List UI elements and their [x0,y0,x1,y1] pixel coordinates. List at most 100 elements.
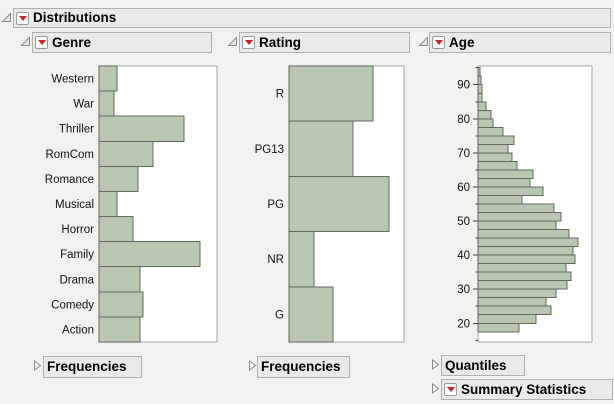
distributions-red-triangle-menu-icon[interactable] [16,11,29,25]
category-label: G [275,309,284,321]
bin-50[interactable] [477,212,562,222]
bar-Horror[interactable] [98,216,134,243]
bin-27.5[interactable] [477,288,557,299]
bar-PG13[interactable] [288,120,354,177]
category-label: Drama [59,274,94,286]
genre-frequencies-label: Frequencies [47,359,127,375]
category-label: Thriller [59,124,94,136]
category-label: War [73,99,94,111]
category-label: Comedy [51,299,94,311]
category-label: Action [62,324,94,336]
bin-60[interactable] [477,177,531,188]
distributions-disclosure-open-icon[interactable] [1,12,12,23]
bar-War[interactable] [98,90,115,117]
axis-tick-label: 80 [457,114,470,126]
bar-Thriller[interactable] [98,115,185,142]
bin-30[interactable] [477,280,568,290]
genre-disclosure-open-icon[interactable] [20,36,31,47]
category-label: Family [60,249,94,261]
age-red-triangle-menu-icon[interactable] [432,36,445,49]
bar-Comedy[interactable] [98,291,144,318]
bar-R[interactable] [288,65,374,122]
summary-statistics-red-triangle-menu-icon[interactable] [444,383,457,396]
bin-85[interactable] [477,92,483,103]
bar-Action[interactable] [98,316,141,343]
bin-45[interactable] [477,229,570,239]
bar-Musical[interactable] [98,190,118,218]
bin-82.5[interactable] [477,101,487,111]
bin-52.5[interactable] [477,203,555,214]
bar-Romance[interactable] [98,165,139,192]
axis-tick-label: 50 [457,216,470,228]
bin-57.5[interactable] [477,186,544,196]
bin-72.5[interactable] [477,135,515,145]
summary-statistics-header[interactable]: Summary Statistics [441,379,613,400]
bar-Family[interactable] [98,241,201,268]
genre-red-triangle-menu-icon[interactable] [35,36,48,49]
bar-Drama[interactable] [98,266,141,293]
rating-red-triangle-menu-icon[interactable] [242,36,255,49]
bin-77.5[interactable] [477,118,494,128]
genre-frequencies-disclosure-closed-icon[interactable] [32,360,43,371]
bin-90[interactable] [477,75,482,86]
bin-70[interactable] [477,143,509,154]
category-label: Musical [55,199,94,211]
category-label: RomCom [45,149,94,161]
bar-RomCom[interactable] [98,140,154,167]
category-label: Romance [45,174,94,186]
rating-disclosure-open-icon[interactable] [227,36,238,47]
bin-67.5[interactable] [477,152,513,162]
bin-80[interactable] [477,109,492,120]
summary-statistics-disclosure-closed-icon[interactable] [430,383,441,394]
rating-header-bar: Rating [239,32,410,53]
genre-frequencies-header[interactable]: Frequencies [43,356,142,378]
distributions-header-bar: Distributions [13,8,611,28]
axis-tick-label: 90 [457,80,470,92]
quantiles-header[interactable]: Quantiles [441,355,525,376]
bin-55[interactable] [477,194,523,205]
bin-65[interactable] [477,160,518,171]
bar-PG[interactable] [288,175,390,233]
distributions-title: Distributions [33,10,117,26]
axis-tick-label: 60 [457,182,470,194]
bin-47.5[interactable] [477,220,557,231]
age-header-bar: Age [429,32,611,53]
axis-tick-label: 20 [457,318,470,330]
rating-frequencies-disclosure-closed-icon[interactable] [247,360,258,371]
axis-tick-label: 30 [457,284,470,296]
rating-title: Rating [259,34,301,50]
rating-histogram[interactable]: R PG13 PG NR G [240,60,410,348]
bar-Western[interactable] [98,65,118,92]
category-label: NR [267,254,284,266]
bin-35[interactable] [477,263,567,273]
rating-frequencies-header[interactable]: Frequencies [257,356,350,378]
bin-22.5[interactable] [477,305,552,316]
bin-37.5[interactable] [477,254,576,265]
genre-histogram[interactable]: Western War Thriller RomCom Romance Musical Ho… [24,60,220,348]
age-histogram[interactable]: 20 30 40 50 60 70 80 90 [436,60,596,348]
bin-42.5[interactable] [477,237,579,248]
category-label: PG [267,199,284,211]
axis-tick-label: 70 [457,148,470,160]
bin-32.5[interactable] [477,271,572,282]
summary-statistics-label: Summary Statistics [461,381,587,397]
genre-header-bar: Genre [32,32,212,53]
axis-tick-label: 40 [457,250,470,262]
bin-87.5[interactable] [477,84,483,94]
bar-NR[interactable] [288,231,315,288]
age-disclosure-open-icon[interactable] [418,36,429,47]
bin-62.5[interactable] [477,169,534,179]
bar-G[interactable] [288,286,334,343]
bin-17.5[interactable] [477,322,520,333]
category-label: PG13 [255,144,284,156]
category-label: R [276,89,284,101]
bin-75[interactable] [477,126,504,137]
quantiles-disclosure-closed-icon[interactable] [430,359,441,370]
bin-20[interactable] [477,314,537,324]
quantiles-label: Quantiles [445,357,507,373]
rating-frequencies-label: Frequencies [261,359,341,375]
bin-40[interactable] [477,246,574,256]
bin-92.5[interactable] [477,67,481,77]
bin-25[interactable] [477,297,547,307]
